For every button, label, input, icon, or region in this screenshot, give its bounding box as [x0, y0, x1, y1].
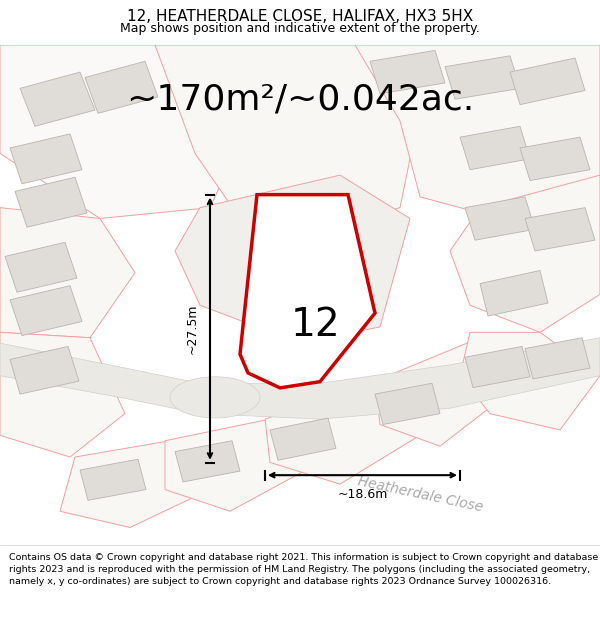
Polygon shape [0, 332, 125, 457]
Polygon shape [85, 61, 158, 113]
Polygon shape [465, 197, 535, 240]
Text: Contains OS data © Crown copyright and database right 2021. This information is : Contains OS data © Crown copyright and d… [9, 554, 598, 586]
Polygon shape [480, 271, 548, 316]
Polygon shape [370, 51, 445, 94]
Polygon shape [10, 346, 79, 394]
Polygon shape [240, 194, 375, 388]
Polygon shape [0, 208, 135, 338]
Polygon shape [15, 177, 87, 227]
Polygon shape [80, 459, 146, 501]
Polygon shape [520, 137, 590, 181]
Ellipse shape [170, 377, 260, 418]
Polygon shape [460, 126, 530, 169]
Polygon shape [355, 45, 600, 219]
Text: Heatherdale Close: Heatherdale Close [356, 474, 484, 514]
Polygon shape [375, 383, 440, 424]
Polygon shape [10, 134, 82, 184]
Polygon shape [525, 208, 595, 251]
Polygon shape [175, 441, 240, 482]
Polygon shape [5, 242, 77, 292]
Polygon shape [265, 381, 420, 484]
Polygon shape [155, 45, 420, 229]
Polygon shape [60, 441, 210, 528]
Polygon shape [165, 419, 310, 511]
Polygon shape [375, 338, 510, 446]
Polygon shape [270, 418, 336, 460]
Polygon shape [525, 338, 590, 379]
Polygon shape [445, 56, 520, 99]
Polygon shape [20, 72, 95, 126]
Text: ~18.6m: ~18.6m [337, 488, 388, 501]
Polygon shape [10, 286, 82, 336]
Polygon shape [175, 175, 410, 343]
Text: 12, HEATHERDALE CLOSE, HALIFAX, HX3 5HX: 12, HEATHERDALE CLOSE, HALIFAX, HX3 5HX [127, 9, 473, 24]
Polygon shape [450, 175, 600, 332]
Text: ~170m²/~0.042ac.: ~170m²/~0.042ac. [126, 82, 474, 116]
Polygon shape [0, 45, 250, 219]
Polygon shape [465, 346, 530, 388]
Text: 12: 12 [290, 306, 340, 344]
Text: ~27.5m: ~27.5m [185, 303, 199, 354]
Polygon shape [510, 58, 585, 104]
Polygon shape [0, 45, 150, 169]
Polygon shape [0, 338, 600, 419]
Polygon shape [460, 332, 600, 430]
Text: Map shows position and indicative extent of the property.: Map shows position and indicative extent… [120, 22, 480, 35]
